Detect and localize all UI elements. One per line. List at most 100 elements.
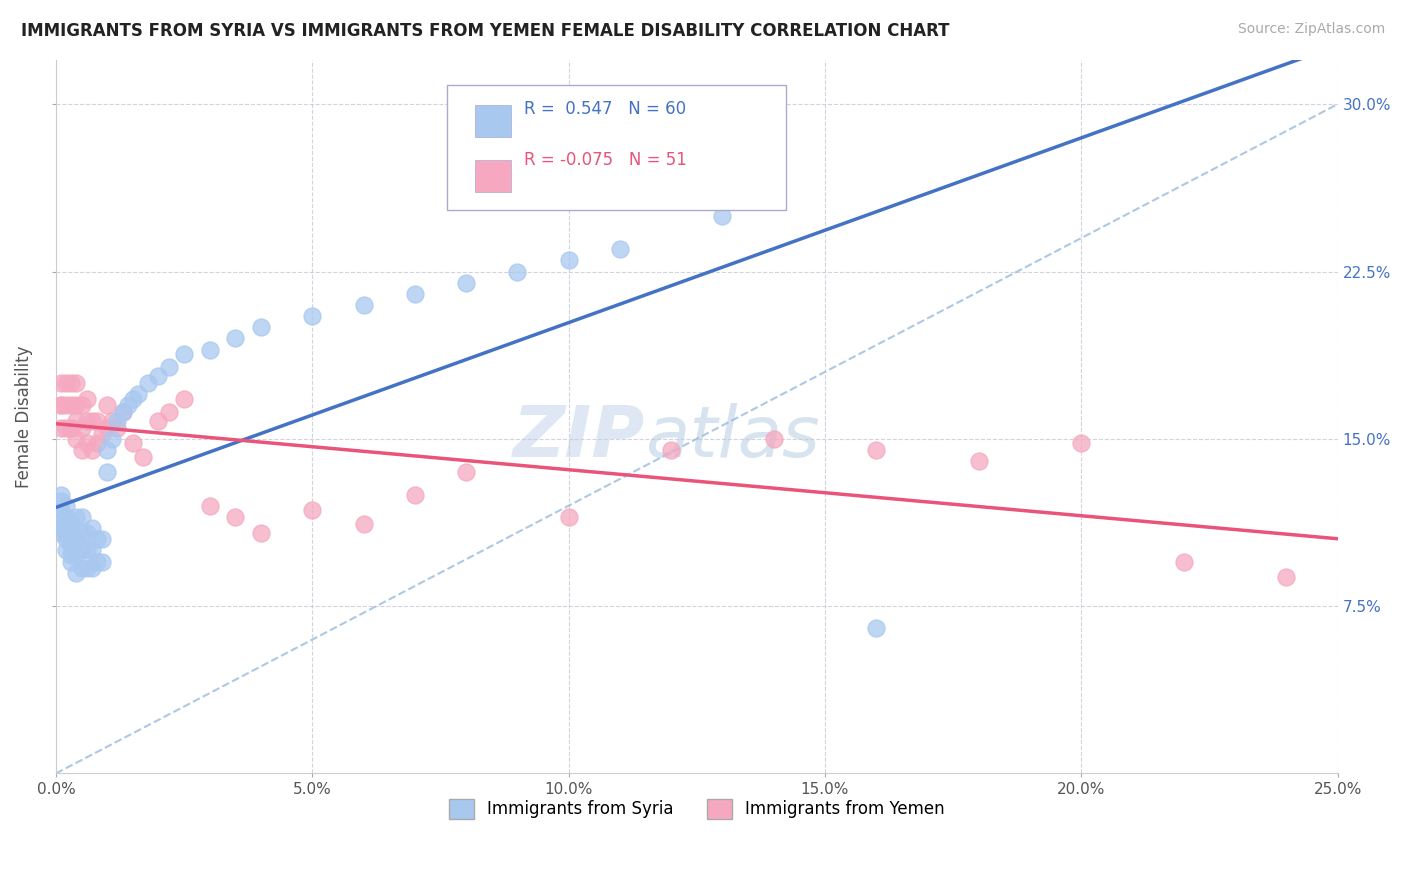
Point <box>65 548 87 562</box>
Point <box>49 503 72 517</box>
Legend: Immigrants from Syria, Immigrants from Yemen: Immigrants from Syria, Immigrants from Y… <box>441 792 952 826</box>
Point <box>198 343 221 357</box>
Point <box>762 432 785 446</box>
Point <box>76 436 98 450</box>
Text: ZIP: ZIP <box>513 403 645 473</box>
Point <box>80 543 103 558</box>
Point <box>70 543 93 558</box>
Point <box>86 436 108 450</box>
Point <box>80 521 103 535</box>
Point <box>49 487 72 501</box>
Point <box>865 622 887 636</box>
Point <box>96 420 118 434</box>
Point <box>404 286 426 301</box>
Point <box>60 376 83 390</box>
Point <box>60 420 83 434</box>
Point <box>1173 554 1195 568</box>
Point <box>865 442 887 457</box>
Point <box>121 436 143 450</box>
Point <box>80 561 103 575</box>
Point <box>224 331 246 345</box>
Point <box>198 499 221 513</box>
Text: IMMIGRANTS FROM SYRIA VS IMMIGRANTS FROM YEMEN FEMALE DISABILITY CORRELATION CHA: IMMIGRANTS FROM SYRIA VS IMMIGRANTS FROM… <box>21 22 949 40</box>
Point <box>76 525 98 540</box>
Y-axis label: Female Disability: Female Disability <box>15 345 32 488</box>
Point <box>557 509 579 524</box>
Point <box>49 521 72 535</box>
Point <box>65 566 87 580</box>
Text: R =  0.547   N = 60: R = 0.547 N = 60 <box>524 100 686 119</box>
Point <box>55 509 77 524</box>
Bar <box>475 104 510 136</box>
Point <box>49 494 72 508</box>
Point <box>1070 436 1092 450</box>
Point <box>70 561 93 575</box>
Point <box>173 347 195 361</box>
Point <box>49 509 72 524</box>
Point <box>173 392 195 406</box>
Point <box>148 414 170 428</box>
Point <box>60 516 83 531</box>
Point <box>121 392 143 406</box>
Point <box>157 405 180 419</box>
Point <box>60 532 83 546</box>
Point <box>224 509 246 524</box>
Point <box>111 405 134 419</box>
Point <box>65 376 87 390</box>
Point <box>609 242 631 256</box>
Point <box>60 554 83 568</box>
Point <box>711 209 734 223</box>
Point <box>659 442 682 457</box>
FancyBboxPatch shape <box>447 85 786 210</box>
Point <box>76 543 98 558</box>
Point <box>301 503 323 517</box>
Point <box>454 276 477 290</box>
Point <box>49 525 72 540</box>
Point <box>132 450 155 464</box>
Point <box>301 309 323 323</box>
Point <box>76 392 98 406</box>
Text: atlas: atlas <box>645 403 820 473</box>
Point <box>353 298 375 312</box>
Point <box>404 487 426 501</box>
Point <box>70 442 93 457</box>
Point <box>65 414 87 428</box>
Point <box>353 516 375 531</box>
Point <box>70 420 93 434</box>
Point <box>136 376 159 390</box>
Point <box>250 525 273 540</box>
Point <box>49 376 72 390</box>
Point <box>65 509 87 524</box>
Point <box>86 554 108 568</box>
Point <box>967 454 990 468</box>
Point <box>250 320 273 334</box>
Point <box>148 369 170 384</box>
Point <box>55 543 77 558</box>
Point <box>55 420 77 434</box>
Point <box>65 532 87 546</box>
Point <box>91 532 114 546</box>
Bar <box>475 160 510 192</box>
Point <box>70 398 93 412</box>
Point <box>86 414 108 428</box>
Point <box>60 539 83 553</box>
Point <box>55 398 77 412</box>
Point <box>1275 570 1298 584</box>
Point <box>60 521 83 535</box>
Point <box>557 253 579 268</box>
Point <box>107 420 129 434</box>
Point <box>107 414 129 428</box>
Point <box>101 414 124 428</box>
Text: Source: ZipAtlas.com: Source: ZipAtlas.com <box>1237 22 1385 37</box>
Point <box>454 465 477 479</box>
Point <box>101 432 124 446</box>
Point <box>86 532 108 546</box>
Point <box>55 525 77 540</box>
Point <box>96 465 118 479</box>
Point <box>80 414 103 428</box>
Point <box>55 532 77 546</box>
Point <box>55 516 77 531</box>
Point <box>65 432 87 446</box>
Point <box>49 398 72 412</box>
Point <box>70 525 93 540</box>
